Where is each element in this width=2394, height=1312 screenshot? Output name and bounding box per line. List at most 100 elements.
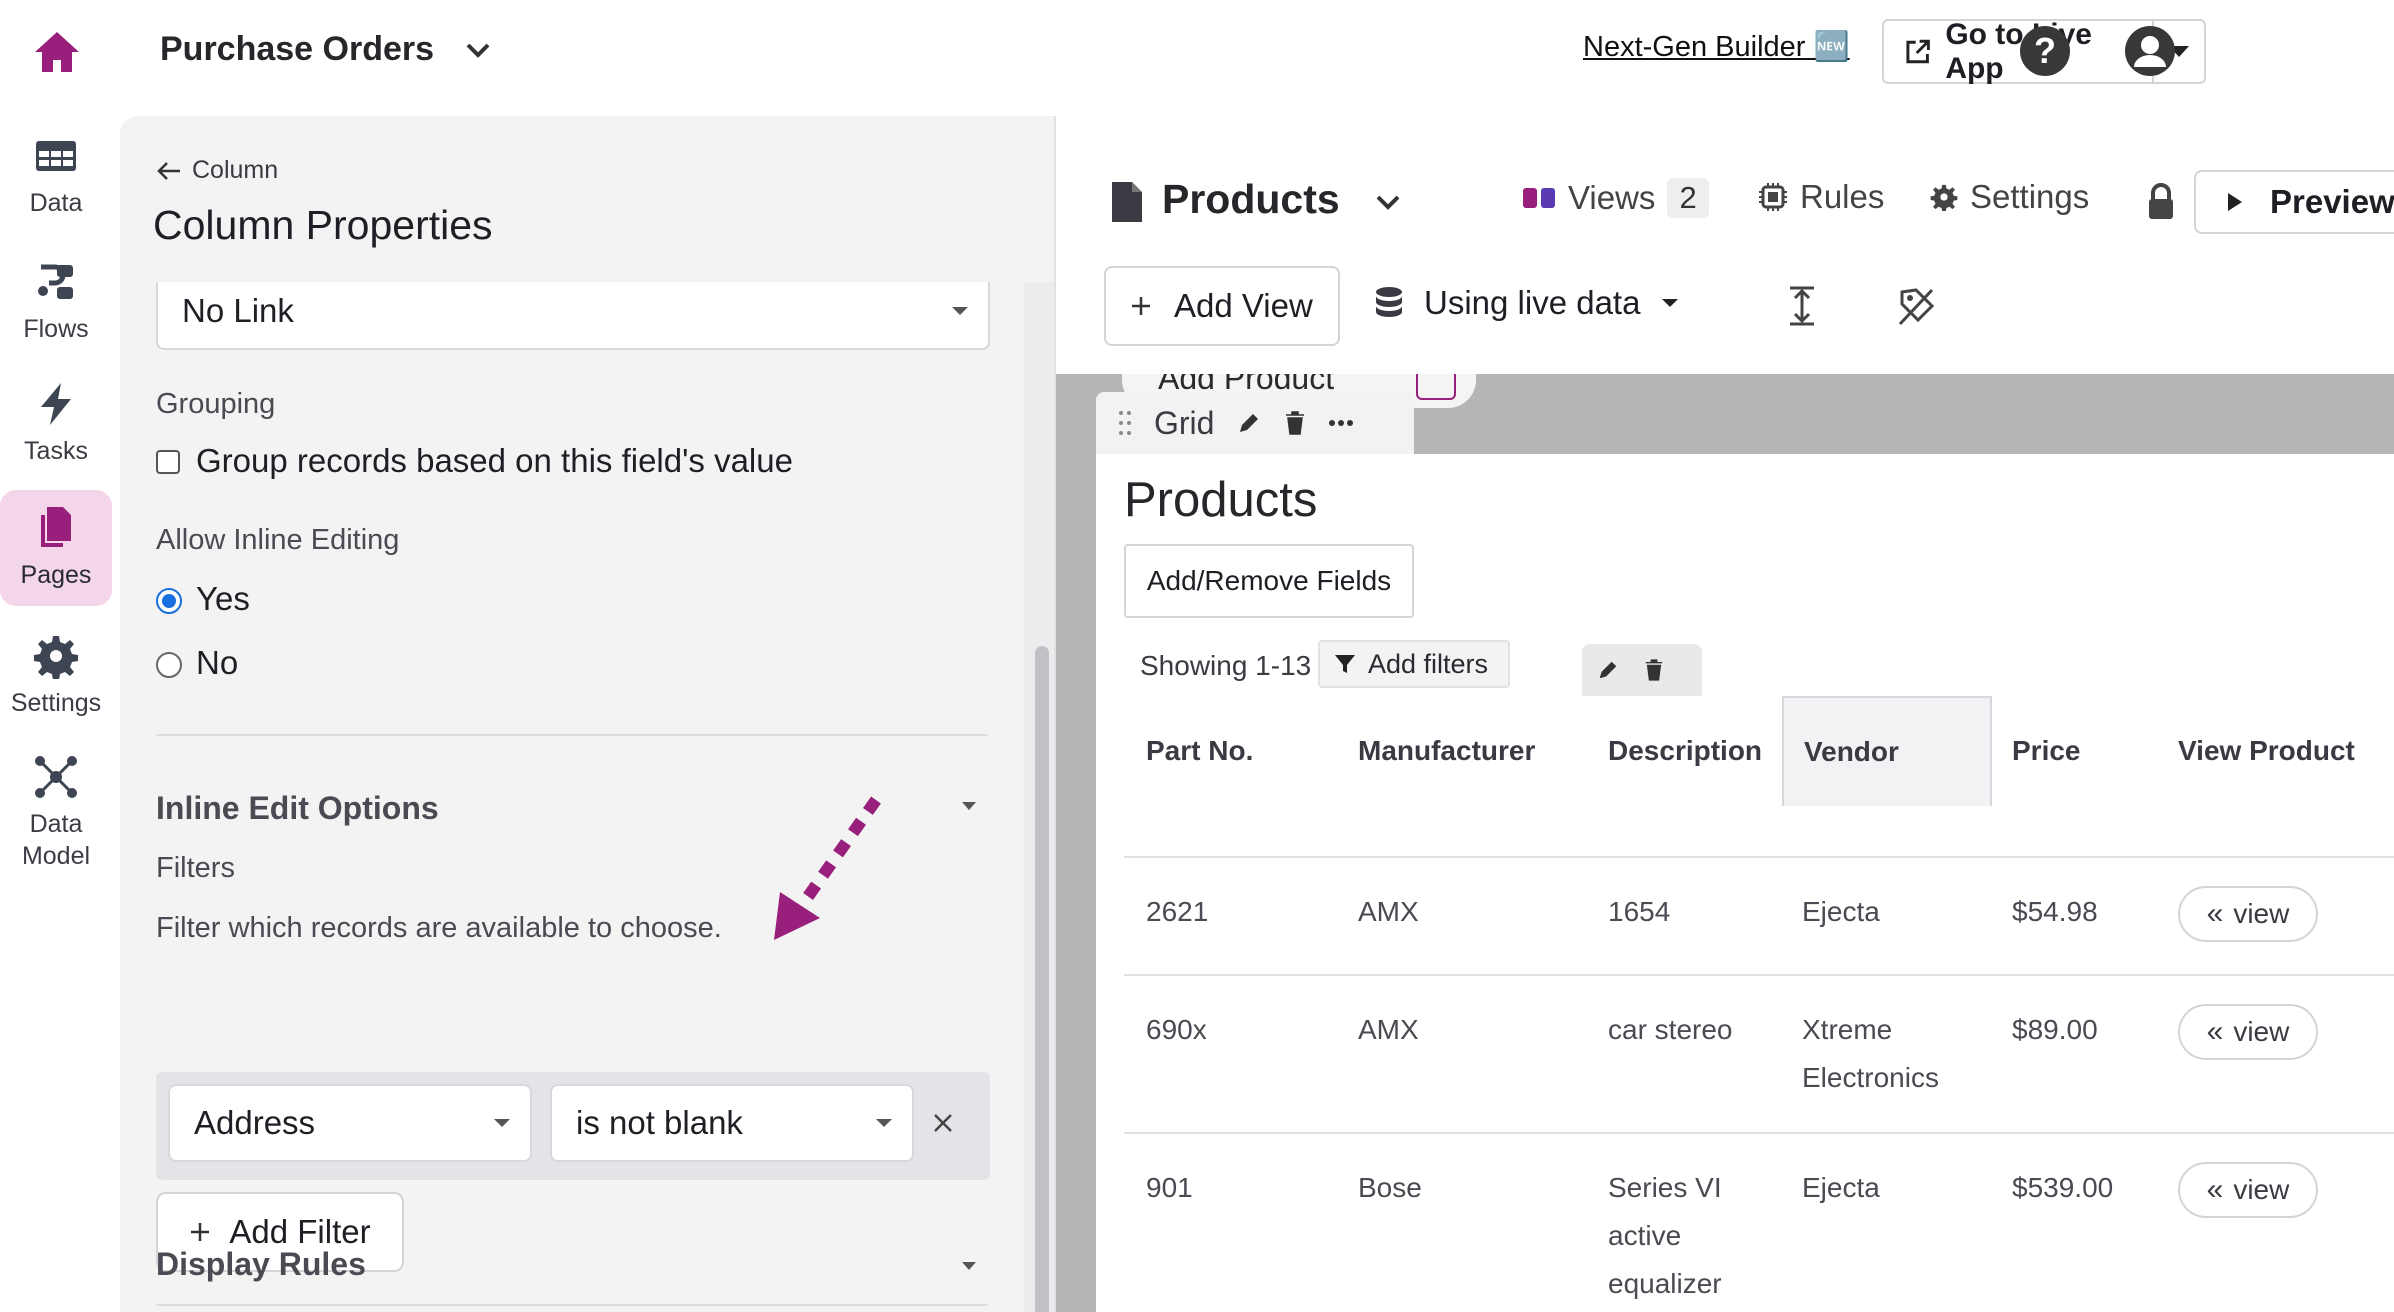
column-header-price[interactable]: Price xyxy=(2012,735,2081,766)
top-bar: Purchase Orders Next-Gen Builder 🆕 Go to… xyxy=(120,0,2394,116)
collapse-caret-icon[interactable] xyxy=(962,802,976,810)
annotation-arrow-icon xyxy=(774,796,881,940)
add-remove-label: Add/Remove Fields xyxy=(1146,565,1392,596)
nav-item-pages[interactable]: Pages xyxy=(0,490,112,606)
trash-icon[interactable] xyxy=(1644,658,1664,682)
drag-handle-icon[interactable] xyxy=(1118,410,1132,436)
filter-field-select[interactable]: Address xyxy=(168,1084,532,1162)
views-tab[interactable]: Views 2 xyxy=(1522,178,1709,218)
grid-tab-label: Grid xyxy=(1154,404,1215,441)
tag-off-icon[interactable] xyxy=(1896,284,1936,328)
page-name[interactable]: Products xyxy=(1162,176,1340,222)
back-link-label: Column xyxy=(192,156,279,184)
select-caret-icon xyxy=(494,1119,510,1127)
view-product-button[interactable]: « view xyxy=(2178,1162,2318,1218)
open-link-icon[interactable] xyxy=(1416,374,1456,400)
filters-label: Filters xyxy=(156,852,235,884)
gear-icon xyxy=(1930,184,1958,211)
chevron-down-icon[interactable] xyxy=(458,30,498,70)
view-button-label: view xyxy=(2233,898,2290,929)
page-document-icon xyxy=(1112,182,1142,222)
nav-item-tasks[interactable]: Tasks xyxy=(0,374,112,474)
filter-row: Address is not blank xyxy=(156,1072,990,1180)
remove-filter-icon[interactable] xyxy=(932,1112,954,1134)
add-filter-button[interactable]: Add Filter xyxy=(156,1192,404,1272)
lightning-icon xyxy=(41,382,71,425)
nav-item-flows[interactable]: Flows xyxy=(0,252,112,352)
user-avatar-icon[interactable] xyxy=(2124,25,2176,77)
view-product-button[interactable]: « view xyxy=(2178,886,2318,942)
filters-help-text: Filter which records are available to ch… xyxy=(156,912,722,944)
settings-tab[interactable]: Settings xyxy=(1930,178,2089,216)
more-options-icon[interactable] xyxy=(1328,419,1354,427)
row-divider xyxy=(1124,974,2394,976)
nav-item-flows-label: Flows xyxy=(23,314,89,343)
grid-component: Products Add/Remove Fields Showing 1-13 … xyxy=(1096,454,2394,1312)
cell-manufacturer: Bose xyxy=(1358,1172,1422,1203)
inline-no-label[interactable]: No xyxy=(196,644,239,681)
grouping-checkbox-label[interactable]: Group records based on this field's valu… xyxy=(196,442,793,479)
edit-pencil-icon[interactable] xyxy=(1596,658,1620,682)
settings-label: Settings xyxy=(1970,178,2090,215)
view-button-label: view xyxy=(2233,1016,2290,1047)
rules-tab[interactable]: Rules xyxy=(1758,178,1884,216)
database-icon xyxy=(1376,287,1402,317)
select-caret-icon xyxy=(876,1119,892,1127)
add-product-ghost-label: Add Product xyxy=(1158,374,1335,396)
inline-yes-radio[interactable] xyxy=(156,588,182,614)
lock-icon[interactable] xyxy=(2144,182,2178,222)
column-header-vendor[interactable]: Vendor xyxy=(1782,696,1992,806)
add-filters-button[interactable]: Add filters xyxy=(1318,640,1510,688)
column-properties-panel: Column Column Properties No Link Groupin… xyxy=(120,116,1054,1312)
allow-inline-editing-label: Allow Inline Editing xyxy=(156,524,400,556)
back-to-column-link[interactable]: Column xyxy=(156,156,278,185)
pages-icon xyxy=(41,506,71,547)
display-rules-heading[interactable]: Display Rules xyxy=(156,1246,366,1282)
preview-button[interactable]: Preview xyxy=(2194,170,2394,234)
nav-item-settings[interactable]: Settings xyxy=(0,626,112,726)
double-chevron-left-icon: « xyxy=(2206,897,2224,930)
inline-no-radio[interactable] xyxy=(156,652,182,678)
nav-item-data-model[interactable]: Data Model xyxy=(0,748,112,878)
scrollbar-thumb[interactable] xyxy=(1035,646,1049,1312)
app-title[interactable]: Purchase Orders xyxy=(160,30,435,68)
live-data-label: Using live data xyxy=(1424,284,1641,321)
vertical-spacing-icon[interactable] xyxy=(1782,284,1822,328)
collapse-caret-icon[interactable] xyxy=(962,1262,976,1270)
external-link-icon xyxy=(1906,39,1930,63)
next-gen-builder-link[interactable]: Next-Gen Builder 🆕 xyxy=(1583,31,1850,63)
column-header-part-no[interactable]: Part No. xyxy=(1146,735,1254,766)
grid-view-tab[interactable]: Grid xyxy=(1096,392,1414,454)
trash-icon[interactable] xyxy=(1284,410,1306,436)
inline-edit-options-heading[interactable]: Inline Edit Options xyxy=(156,790,439,826)
link-select[interactable]: No Link xyxy=(156,282,990,350)
row-divider xyxy=(1124,1132,2394,1134)
plus-icon xyxy=(191,1223,210,1241)
column-header-description[interactable]: Description xyxy=(1608,735,1763,766)
cell-price: $539.00 xyxy=(2012,1172,2114,1203)
add-remove-fields-button[interactable]: Add/Remove Fields xyxy=(1124,544,1414,618)
filter-operator-select[interactable]: is not blank xyxy=(550,1084,914,1162)
cell-description: Series VI active equalizer xyxy=(1608,1172,1722,1299)
view-product-button[interactable]: « view xyxy=(2178,1004,2318,1060)
column-toolbar xyxy=(1582,644,1702,696)
live-data-dropdown[interactable]: Using live data xyxy=(1374,284,1680,322)
grouping-checkbox[interactable] xyxy=(156,450,180,474)
cell-manufacturer: AMX xyxy=(1358,1014,1419,1045)
filter-field-value: Address xyxy=(194,1104,316,1141)
nav-item-data[interactable]: Data xyxy=(0,126,112,226)
home-icon[interactable] xyxy=(33,30,81,74)
edit-pencil-icon[interactable] xyxy=(1236,410,1262,436)
filter-funnel-icon xyxy=(1335,655,1355,673)
column-header-manufacturer[interactable]: Manufacturer xyxy=(1358,735,1536,766)
double-chevron-left-icon: « xyxy=(2206,1173,2224,1206)
add-view-label: Add View xyxy=(1174,287,1313,324)
add-view-button[interactable]: Add View xyxy=(1104,266,1340,346)
column-header-view-product[interactable]: View Product xyxy=(2178,735,2355,766)
inline-yes-label[interactable]: Yes xyxy=(196,580,250,617)
chevron-down-icon[interactable] xyxy=(1368,182,1408,222)
builder-canvas: Add Product Grid Products Add/Remove Fie… xyxy=(1056,374,2394,1312)
cell-part-no: 690x xyxy=(1146,1014,1207,1045)
help-icon[interactable]: ? xyxy=(2020,26,2070,76)
go-to-live-app-main[interactable]: Go to Live App xyxy=(1884,18,2152,85)
